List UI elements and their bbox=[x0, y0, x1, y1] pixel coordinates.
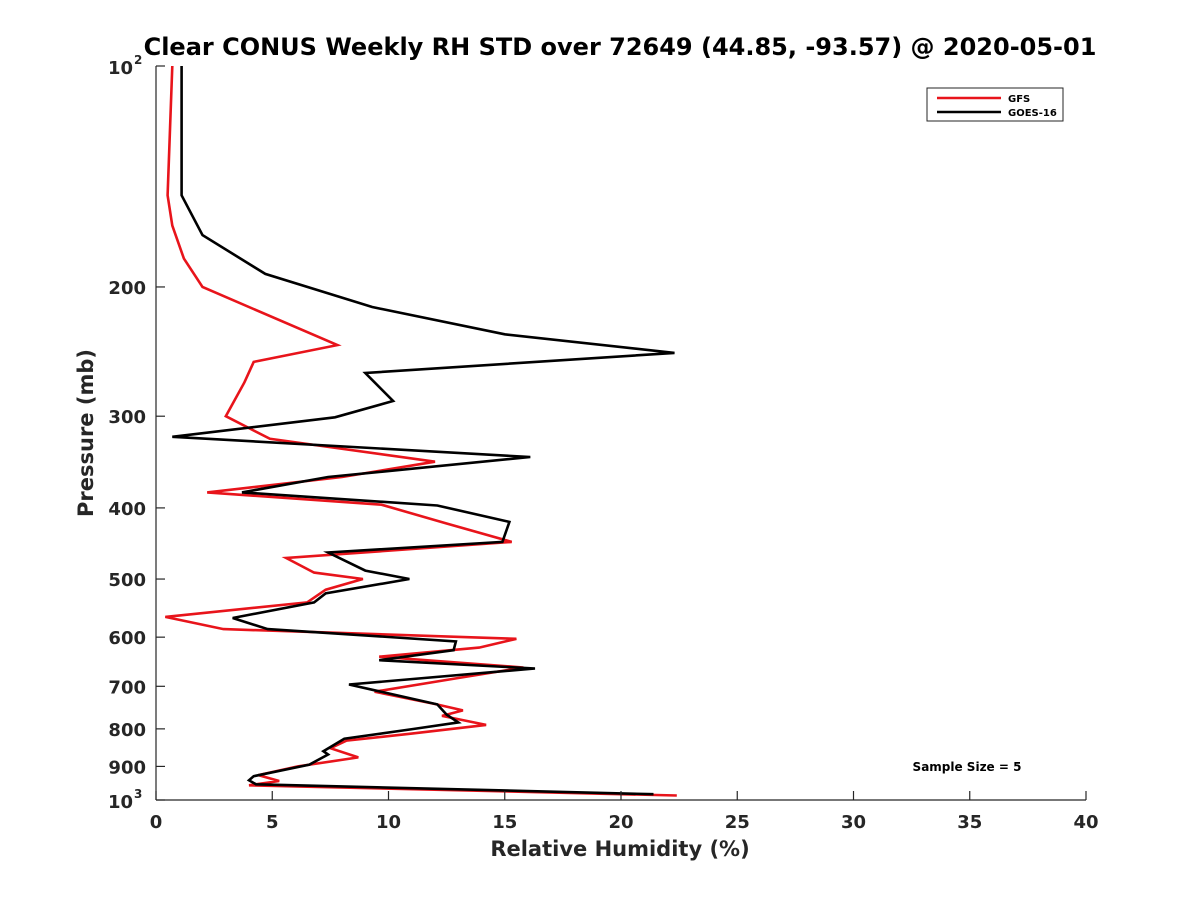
legend: GFS GOES-16 bbox=[926, 87, 1064, 122]
x-tick-label: 25 bbox=[725, 812, 750, 833]
series-line-goes-16 bbox=[172, 66, 675, 796]
y-tick-label: 10 bbox=[108, 792, 133, 813]
x-axis: 0 5 10 15 20 25 30 35 40 bbox=[150, 791, 1099, 833]
x-tick-label: 5 bbox=[266, 812, 279, 833]
series-line-gfs bbox=[165, 65, 677, 797]
y-tick-label: 800 bbox=[108, 720, 146, 741]
y-tick-label: 10 bbox=[108, 58, 133, 79]
y-axis-label: Pressure (mb) bbox=[74, 349, 98, 517]
y-tick-exponent: 3 bbox=[134, 787, 142, 801]
legend-box bbox=[926, 87, 1064, 122]
y-tick-label: 900 bbox=[108, 757, 146, 778]
y-tick-label: 600 bbox=[108, 628, 146, 649]
chart-title: Clear CONUS Weekly RH STD over 72649 (44… bbox=[144, 33, 1097, 61]
x-tick-label: 10 bbox=[376, 812, 401, 833]
x-tick-label: 40 bbox=[1073, 812, 1098, 833]
y-tick-label: 500 bbox=[108, 570, 146, 591]
x-tick-label: 35 bbox=[957, 812, 982, 833]
plot-frame bbox=[155, 66, 1086, 801]
y-tick-label: 300 bbox=[108, 407, 146, 428]
y-tick-label: 700 bbox=[108, 677, 146, 698]
x-tick-label: 0 bbox=[150, 812, 163, 833]
x-axis-label: Relative Humidity (%) bbox=[490, 837, 749, 861]
series-layer bbox=[165, 65, 677, 797]
y-tick-label: 200 bbox=[108, 278, 146, 299]
x-tick-label: 15 bbox=[492, 812, 517, 833]
x-tick-label: 30 bbox=[841, 812, 866, 833]
sample-size-annotation: Sample Size = 5 bbox=[913, 760, 1022, 774]
x-tick-label: 20 bbox=[608, 812, 633, 833]
legend-label: GOES-16 bbox=[1008, 108, 1057, 119]
y-tick-label: 400 bbox=[108, 499, 146, 520]
y-tick-exponent: 2 bbox=[134, 53, 142, 67]
legend-label: GFS bbox=[1008, 94, 1030, 105]
